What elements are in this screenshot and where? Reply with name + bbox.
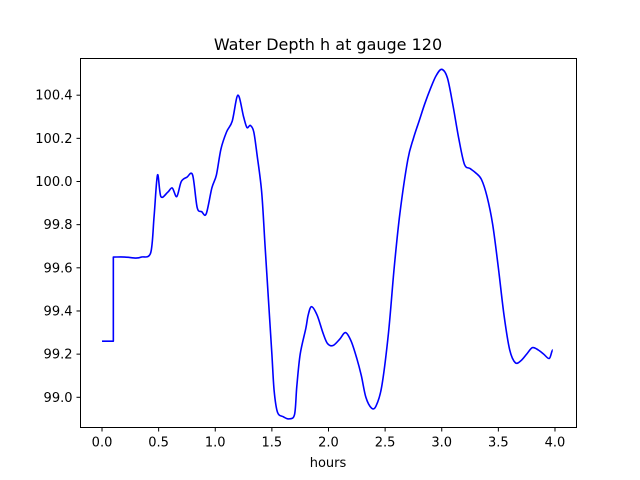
- x-tick-label: 4.0: [545, 436, 566, 451]
- y-tick-label: 100.2: [35, 132, 72, 147]
- y-tick-label: 99.2: [44, 348, 73, 363]
- x-axis: 0.0 0.5 1.0 1.5 2.0 2.5 3.0 3.5 4.0: [92, 427, 566, 451]
- y-axis: 99.0 99.2 99.4 99.6 99.8 100.0 100.2 100.4: [35, 89, 81, 406]
- x-tick-label: 0.0: [92, 436, 113, 451]
- y-tick-label: 99.8: [44, 218, 73, 233]
- y-tick-label: 100.0: [35, 175, 72, 190]
- plot-frame: [80, 58, 577, 428]
- y-tick-label: 100.4: [35, 89, 72, 104]
- y-tick-label: 99.6: [44, 261, 73, 276]
- x-axis-label: hours: [310, 456, 347, 471]
- x-tick-label: 1.0: [205, 436, 226, 451]
- y-tick-label: 99.4: [44, 304, 73, 319]
- x-tick-label: 1.5: [262, 436, 283, 451]
- y-tick-label: 99.0: [44, 391, 73, 406]
- x-tick-label: 2.5: [375, 436, 396, 451]
- plot-area: [102, 68, 554, 420]
- x-tick-label: 0.5: [148, 436, 169, 451]
- x-tick-label: 3.5: [488, 436, 509, 451]
- x-tick-label: 3.0: [431, 436, 452, 451]
- series-line-0: [102, 68, 554, 420]
- x-tick-label: 2.0: [318, 436, 339, 451]
- chart-title: Water Depth h at gauge 120: [214, 35, 442, 54]
